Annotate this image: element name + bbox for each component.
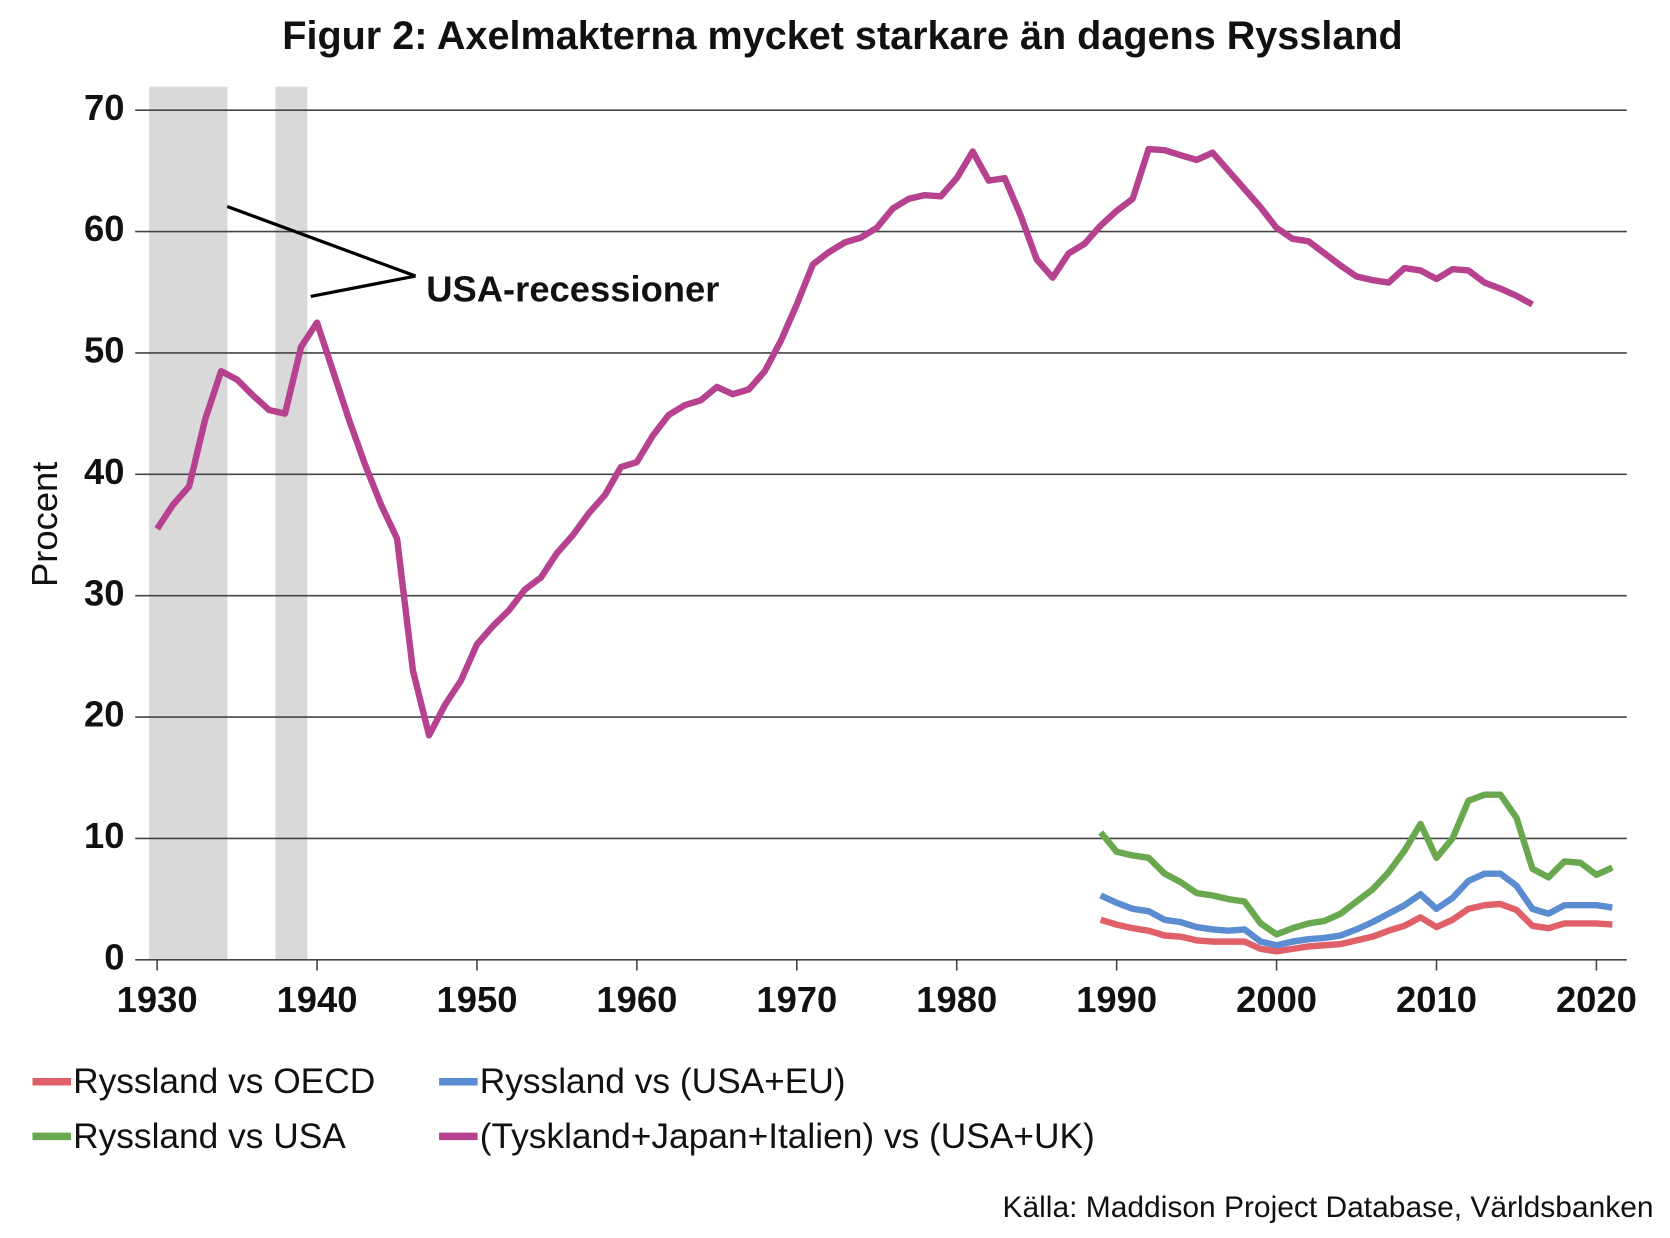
y-tick-label: 50 xyxy=(84,330,124,371)
x-tick-label: 1960 xyxy=(596,979,677,1020)
pointer-line xyxy=(226,205,417,278)
x-tick-label: 1930 xyxy=(117,979,198,1020)
y-tick-label: 0 xyxy=(104,936,124,977)
y-tick-label: 40 xyxy=(84,451,124,492)
annotation: USA-recessioner xyxy=(426,269,719,310)
pointer-line xyxy=(310,274,416,298)
x-tick-label: 2020 xyxy=(1556,979,1637,1020)
x-tick-label: 1950 xyxy=(437,979,518,1020)
grid: 0 10 20 30 40 50 60 70 1930 1940 1950 1960 1970 1980 1… xyxy=(84,87,1637,1020)
legend-label: Ryssland vs (USA+EU) xyxy=(480,1062,846,1101)
y-tick-label: 20 xyxy=(84,694,124,735)
lines xyxy=(154,145,1614,955)
legend: Ryssland vs OECD Ryssland vs (USA+EU) Ryss… xyxy=(32,1062,1095,1156)
legend-label: Ryssland vs USA xyxy=(73,1117,346,1156)
recession-shading xyxy=(149,86,308,960)
y-tick-label: 70 xyxy=(84,87,124,128)
x-tick-label: 1980 xyxy=(916,979,997,1020)
source-note: Källa: Maddison Project Database, Världs… xyxy=(1003,1191,1654,1224)
x-tick-label: 2000 xyxy=(1236,979,1317,1020)
legend-label: (Tyskland+Japan+Italien) vs (USA+UK) xyxy=(480,1117,1095,1156)
series-line xyxy=(1099,870,1613,949)
series-line xyxy=(1099,900,1613,955)
x-tick-label: 1940 xyxy=(277,979,358,1020)
x-tick-label: 1970 xyxy=(756,979,837,1020)
y-tick-label: 10 xyxy=(84,815,124,856)
x-tick-label: 2010 xyxy=(1396,979,1477,1020)
y-axis-label: Procent xyxy=(24,462,65,587)
recession-span xyxy=(275,86,308,960)
annotation-pointer xyxy=(226,205,417,298)
series-line xyxy=(1098,791,1614,938)
chart-title: Figur 2: Axelmakterna mycket starkare än… xyxy=(282,14,1402,58)
legend-label: Ryssland vs OECD xyxy=(73,1062,375,1101)
series-line xyxy=(154,145,1534,739)
y-tick-label: 60 xyxy=(84,208,124,249)
x-tick-label: 1990 xyxy=(1076,979,1157,1020)
y-tick-label: 30 xyxy=(84,572,124,613)
